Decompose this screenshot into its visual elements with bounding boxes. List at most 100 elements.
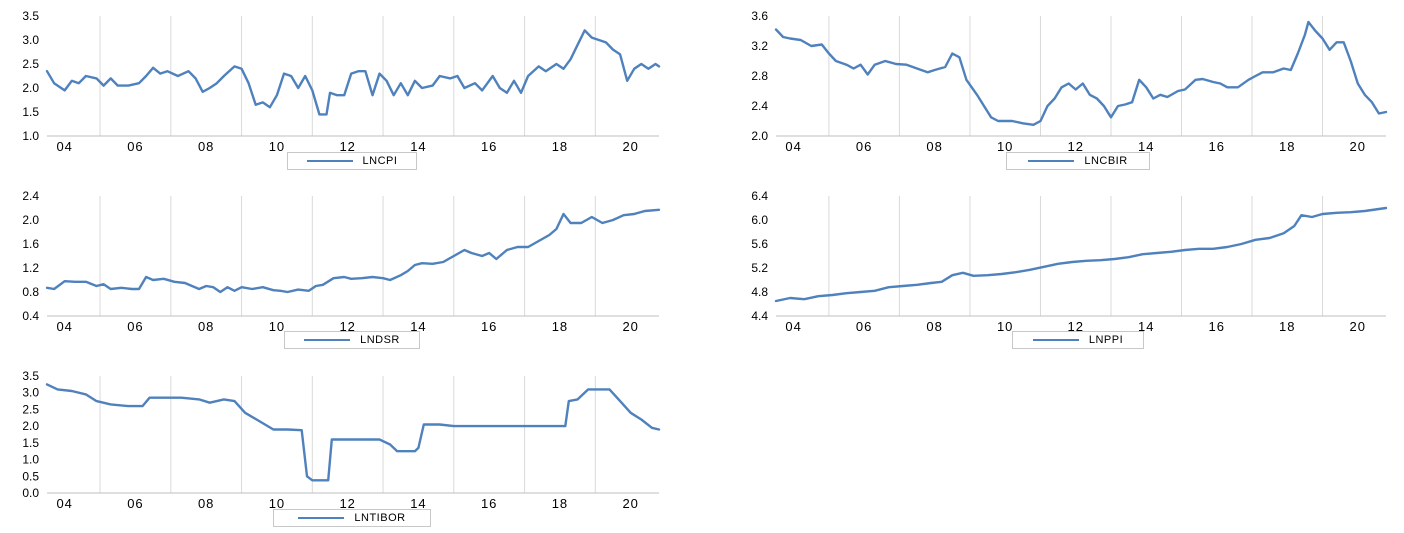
x-tick-label: 08 <box>926 319 942 334</box>
x-tick-label: 10 <box>997 319 1013 334</box>
series-line-lnppi <box>774 206 1388 303</box>
y-tick-label: 2.5 <box>22 402 39 416</box>
legend-swatch <box>1028 160 1075 162</box>
y-tick-label: 1.6 <box>22 237 39 251</box>
x-tick-label: 06 <box>127 139 143 154</box>
x-tick-label: 16 <box>1209 319 1225 334</box>
y-tick-label: 0.5 <box>22 469 39 483</box>
y-tick-label: 2.4 <box>751 99 768 113</box>
x-tick-label: 04 <box>56 139 72 154</box>
legend-lncbir: LNCBIR <box>1006 152 1150 170</box>
y-tick-label: 0.0 <box>22 486 39 500</box>
x-tick-label: 18 <box>552 319 568 334</box>
y-tick-label: 3.0 <box>22 33 39 47</box>
y-tick-label: 2.8 <box>751 69 768 83</box>
y-tick-label: 5.2 <box>751 261 768 275</box>
y-tick-label: 4.8 <box>751 285 768 299</box>
y-tick-label: 3.5 <box>22 9 39 23</box>
chart-panel-3: 0.4 0.8 1.2 1.6 2.0 2.4 04 06 08 10 12 14 16 18 20 <box>22 189 661 334</box>
y-tick-label: 5.6 <box>751 237 768 251</box>
x-tick-label: 06 <box>127 496 143 511</box>
series-line-lncpi <box>45 29 661 116</box>
x-tick-label: 18 <box>1279 139 1295 154</box>
y-tick-label: 1.0 <box>22 453 39 467</box>
y-tick-label: 2.0 <box>22 81 39 95</box>
x-tick-label: 20 <box>622 319 638 334</box>
chart-panel-5: 0.0 0.5 1.0 1.5 2.0 2.5 3.0 3.5 04 06 08 10 12 14 16 18… <box>22 369 661 511</box>
y-tick-label: 2.4 <box>22 189 39 203</box>
series-line-lndsr <box>45 208 661 294</box>
y-tick-label: 2.0 <box>22 419 39 433</box>
y-tick-label: 1.2 <box>22 261 39 275</box>
legend-label: LNTIBOR <box>354 512 406 524</box>
x-tick-label: 12 <box>339 496 355 511</box>
x-tick-label: 20 <box>1350 139 1366 154</box>
x-tick-label: 12 <box>339 319 355 334</box>
x-tick-label: 04 <box>785 139 801 154</box>
x-tick-label: 16 <box>481 139 497 154</box>
y-tick-label: 3.2 <box>751 39 768 53</box>
y-tick-label: 1.5 <box>22 436 39 450</box>
x-tick-label: 16 <box>481 496 497 511</box>
y-tick-label: 3.5 <box>22 369 39 383</box>
x-tick-label: 10 <box>269 319 285 334</box>
y-tick-label: 6.0 <box>751 213 768 227</box>
x-tick-label: 14 <box>410 139 426 154</box>
series-line-lncbir <box>774 20 1388 126</box>
y-tick-label: 0.4 <box>22 309 39 323</box>
x-tick-label: 10 <box>997 139 1013 154</box>
x-tick-label: 14 <box>410 496 426 511</box>
x-tick-label: 20 <box>622 139 638 154</box>
x-tick-label: 08 <box>198 139 214 154</box>
y-tick-label: 2.5 <box>22 57 39 71</box>
x-tick-label: 06 <box>127 319 143 334</box>
chart-panel-2: 2.0 2.4 2.8 3.2 3.6 04 06 08 10 12 14 16 18 20 <box>751 9 1388 154</box>
x-tick-label: 18 <box>552 496 568 511</box>
series-line-lntibor <box>45 383 661 482</box>
x-tick-label: 04 <box>56 496 72 511</box>
x-tick-label: 06 <box>856 139 872 154</box>
legend-swatch <box>1032 339 1079 341</box>
chart-panel-1: 1.0 1.5 2.0 2.5 3.0 3.5 04 06 08 10 12 14 16 18 20 <box>22 9 661 154</box>
legend-label: LNCBIR <box>1084 155 1128 167</box>
x-tick-label: 20 <box>622 496 638 511</box>
legend-label: LNCPI <box>362 155 398 167</box>
y-tick-label: 3.6 <box>751 9 768 23</box>
chart-panel-4: 4.4 4.8 5.2 5.6 6.0 6.4 04 06 08 10 12 14 16 18 20 <box>751 189 1388 334</box>
legend-lnppi: LNPPI <box>1012 331 1144 349</box>
legend-label: LNPPI <box>1088 334 1124 346</box>
x-tick-label: 08 <box>198 496 214 511</box>
y-tick-label: 1.5 <box>22 105 39 119</box>
legend-lntibor: LNTIBOR <box>273 509 431 527</box>
x-tick-label: 06 <box>856 319 872 334</box>
legend-swatch <box>298 517 345 519</box>
x-tick-label: 18 <box>552 139 568 154</box>
legend-lndsr: LNDSR <box>284 331 420 349</box>
y-tick-label: 2.0 <box>22 213 39 227</box>
x-tick-label: 04 <box>785 319 801 334</box>
y-tick-label: 6.4 <box>751 189 768 203</box>
y-tick-label: 4.4 <box>751 309 768 323</box>
y-tick-label: 3.0 <box>22 386 39 400</box>
x-tick-label: 14 <box>1138 319 1154 334</box>
x-tick-label: 12 <box>1067 139 1083 154</box>
x-tick-label: 04 <box>56 319 72 334</box>
x-tick-label: 16 <box>481 319 497 334</box>
legend-lncpi: LNCPI <box>287 152 417 170</box>
x-tick-label: 10 <box>269 496 285 511</box>
legend-swatch <box>304 339 351 341</box>
x-tick-label: 12 <box>1067 319 1083 334</box>
y-tick-label: 1.0 <box>22 129 39 143</box>
x-tick-label: 16 <box>1209 139 1225 154</box>
x-tick-label: 20 <box>1350 319 1366 334</box>
legend-swatch <box>306 160 353 162</box>
x-tick-label: 08 <box>926 139 942 154</box>
x-tick-label: 08 <box>198 319 214 334</box>
x-tick-label: 14 <box>1138 139 1154 154</box>
x-tick-label: 14 <box>410 319 426 334</box>
x-tick-label: 10 <box>269 139 285 154</box>
legend-label: LNDSR <box>360 334 400 346</box>
x-tick-label: 12 <box>339 139 355 154</box>
y-tick-label: 0.8 <box>22 285 39 299</box>
